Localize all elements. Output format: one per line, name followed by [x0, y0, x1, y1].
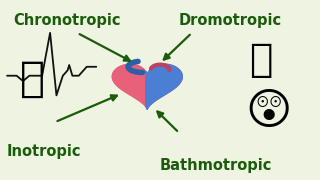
Text: Inotropic: Inotropic: [7, 144, 82, 159]
Text: Dromotropic: Dromotropic: [179, 13, 282, 28]
Text: Bathmotropic: Bathmotropic: [160, 158, 272, 173]
Polygon shape: [112, 64, 182, 109]
Text: Chronotropic: Chronotropic: [13, 13, 121, 28]
Text: 💪: 💪: [20, 58, 45, 100]
Text: 🏍️: 🏍️: [250, 41, 274, 79]
Polygon shape: [146, 64, 182, 109]
Text: 😲: 😲: [245, 90, 292, 133]
